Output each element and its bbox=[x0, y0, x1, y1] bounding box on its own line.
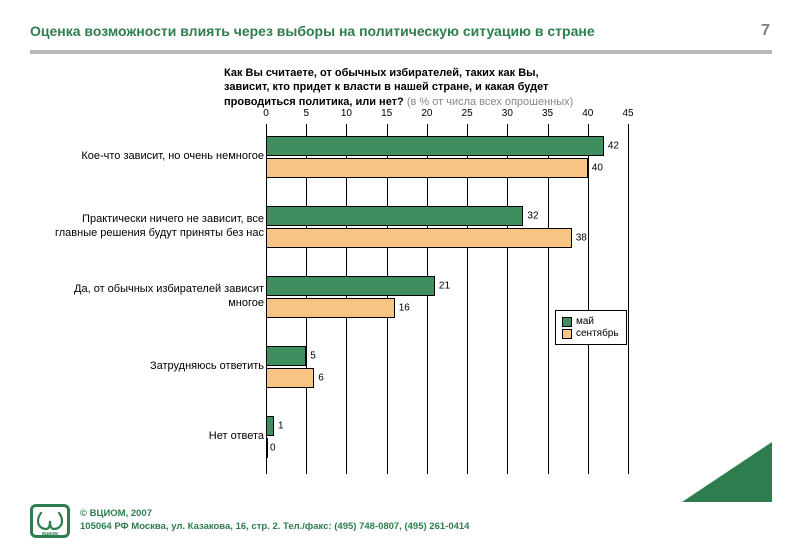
bar bbox=[266, 438, 268, 458]
footer: вциом © ВЦИОМ, 2007 105064 РФ Москва, ул… bbox=[30, 504, 770, 538]
category-label: Кое-что зависит, но очень немногое bbox=[38, 150, 264, 164]
legend-item: май bbox=[562, 316, 620, 327]
bar bbox=[266, 158, 588, 178]
bar-value-label: 38 bbox=[576, 233, 587, 244]
category-label: Затрудняюсь ответить bbox=[38, 360, 264, 374]
bar bbox=[266, 206, 523, 226]
x-tick-label: 35 bbox=[542, 108, 553, 119]
gridline bbox=[628, 124, 629, 474]
x-tick-label: 25 bbox=[462, 108, 473, 119]
bar bbox=[266, 298, 395, 318]
x-tick-label: 10 bbox=[341, 108, 352, 119]
legend-item: сентябрь bbox=[562, 328, 620, 339]
bar-value-label: 1 bbox=[278, 421, 284, 432]
bar-group: 10 bbox=[266, 412, 628, 462]
category-label: Нет ответа bbox=[38, 430, 264, 444]
corner-triangle bbox=[682, 442, 772, 502]
bar-value-label: 40 bbox=[592, 163, 603, 174]
bar bbox=[266, 276, 435, 296]
bar-group: 42 40 bbox=[266, 132, 628, 182]
legend-swatch-2 bbox=[562, 329, 572, 339]
chart-plot: 0510152025303540454240323821165610 bbox=[266, 114, 628, 474]
category-label: Да, от обычных избирателей зависит много… bbox=[38, 283, 264, 311]
copyright: © ВЦИОМ, 2007 bbox=[80, 508, 152, 519]
bar-value-label: 32 bbox=[527, 211, 538, 222]
x-tick-label: 40 bbox=[582, 108, 593, 119]
page-title: Оценка возможности влиять через выборы н… bbox=[30, 23, 595, 39]
bar bbox=[266, 346, 306, 366]
vciom-logo: вциом bbox=[30, 504, 70, 538]
category-label: Практически ничего не зависит, все главн… bbox=[38, 213, 264, 241]
bar-value-label: 5 bbox=[310, 351, 316, 362]
x-tick-label: 45 bbox=[622, 108, 633, 119]
x-tick-label: 5 bbox=[303, 108, 309, 119]
bar-value-label: 16 bbox=[399, 303, 410, 314]
bar-value-label: 6 bbox=[318, 373, 324, 384]
bar bbox=[266, 228, 572, 248]
x-tick-label: 20 bbox=[421, 108, 432, 119]
x-tick-label: 30 bbox=[502, 108, 513, 119]
question-unit: (в % от числа всех опрошенных) bbox=[404, 96, 574, 108]
x-tick-label: 0 bbox=[263, 108, 269, 119]
header-divider bbox=[30, 50, 772, 54]
bar-value-label: 0 bbox=[270, 443, 276, 454]
legend-label-1: май bbox=[576, 316, 594, 327]
chart-legend: май сентябрь bbox=[555, 310, 627, 345]
chart-question: Как Вы считаете, от обычных избирателей,… bbox=[224, 66, 584, 109]
bar-value-label: 42 bbox=[608, 141, 619, 152]
legend-label-2: сентябрь bbox=[576, 328, 619, 339]
bar bbox=[266, 416, 274, 436]
bar bbox=[266, 368, 314, 388]
page-number: 7 bbox=[761, 22, 770, 40]
bar bbox=[266, 136, 604, 156]
bar-group: 56 bbox=[266, 342, 628, 392]
bar-group: 32 38 bbox=[266, 202, 628, 252]
address: 105064 РФ Москва, ул. Казакова, 16, стр.… bbox=[80, 521, 469, 532]
legend-swatch-1 bbox=[562, 317, 572, 327]
x-tick-label: 15 bbox=[381, 108, 392, 119]
header: Оценка возможности влиять через выборы н… bbox=[0, 0, 800, 50]
bar-value-label: 21 bbox=[439, 281, 450, 292]
footer-text: © ВЦИОМ, 2007 105064 РФ Москва, ул. Каза… bbox=[80, 508, 469, 534]
